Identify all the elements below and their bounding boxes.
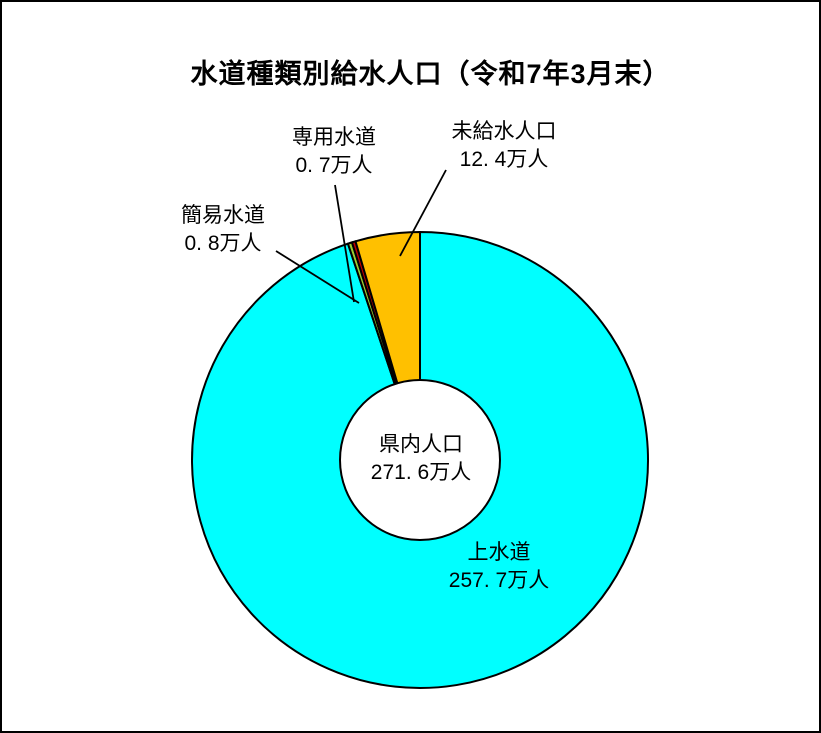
segment-value: 257. 7万人 [448,569,550,592]
chart-title: 水道種類別給水人口（令和7年3月末） [190,59,671,89]
leader-line-mikyusui-jinko [399,169,447,257]
callout-label-mikyusui-jinko: 未給水人口 12. 4万人 [452,118,557,174]
donut-hole [339,379,501,541]
leader-line-kani-suido [275,250,360,304]
segment-value: 0. 8万人 [184,232,262,255]
segment-value: 12. 4万人 [459,148,549,171]
leader-line-senyo-suido [334,184,355,303]
callout-label-senyo-suido: 専用水道 0. 7万人 [292,124,376,180]
inside-label-josuido: 上水道 257. 7万人 [449,539,549,595]
segment-name: 未給水人口 [451,120,557,143]
segment-name: 簡易水道 [181,204,265,227]
segment-name: 上水道 [467,541,531,564]
segment-name: 専用水道 [292,126,376,149]
segment-value: 0. 7万人 [295,154,373,177]
center-label: 県内人口 [378,433,463,456]
center-value: 271. 6万人 [370,461,472,484]
center-total-label: 県内人口 271. 6万人 [371,431,471,487]
callout-label-kani-suido: 簡易水道 0. 8万人 [181,202,265,258]
